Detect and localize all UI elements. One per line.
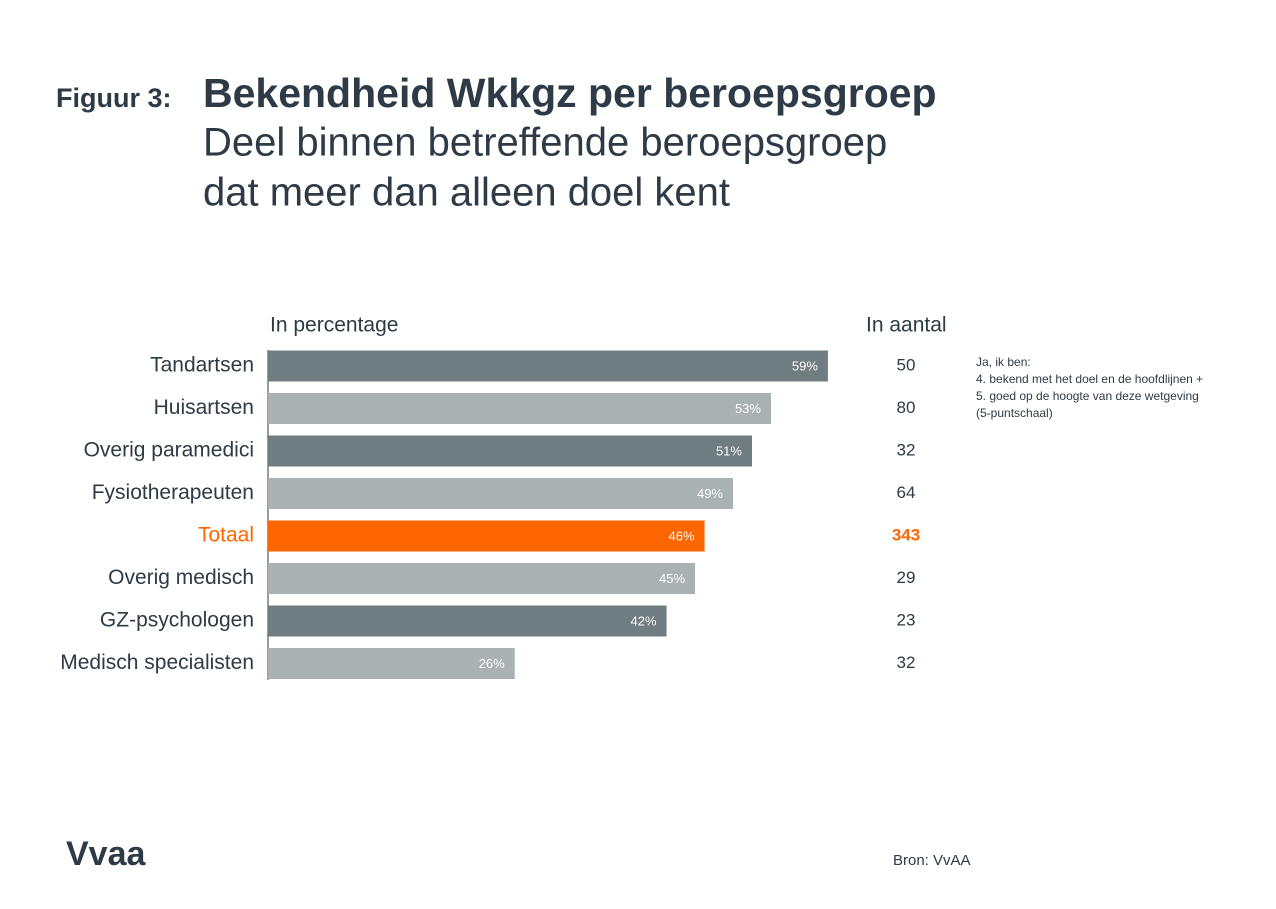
count-label: 29 (897, 568, 916, 587)
note-line: 4. bekend met het doel en de hoofdlijnen… (976, 372, 1203, 386)
count-label: 32 (897, 440, 916, 459)
category-label: Fysiotherapeuten (92, 481, 254, 504)
value-label: 49% (697, 486, 723, 501)
category-label: Totaal (198, 524, 254, 547)
value-label: 46% (669, 528, 695, 543)
category-label: GZ-psychologen (100, 609, 254, 632)
category-label: Tandartsen (150, 354, 254, 377)
value-header: In percentage (270, 314, 398, 337)
value-label: 59% (792, 358, 818, 373)
category-label: Medisch specialisten (60, 651, 254, 674)
count-header: In aantal (866, 314, 947, 337)
figure-label: Figuur 3: (56, 83, 172, 113)
count-label: 343 (892, 525, 920, 544)
value-label: 42% (631, 613, 657, 628)
bar (268, 520, 705, 552)
count-label: 23 (897, 610, 916, 629)
bar (268, 563, 696, 594)
logo: Vvaa (66, 835, 146, 873)
subtitle-line: dat meer dan alleen doel kent (203, 171, 730, 215)
value-label: 45% (659, 571, 685, 586)
count-label: 32 (897, 653, 916, 672)
value-label: 53% (735, 401, 761, 416)
value-label: 51% (716, 443, 742, 458)
bar (268, 435, 752, 467)
category-label: Huisartsen (154, 396, 254, 419)
source: Bron: VvAA (893, 852, 971, 869)
note-line: Ja, ik ben: (976, 355, 1031, 369)
note-line: 5. goed op de hoogte van deze wetgeving (976, 389, 1199, 403)
bar (268, 350, 828, 382)
category-label: Overig medisch (108, 566, 254, 589)
subtitle-line: Deel binnen betreffende beroepsgroep (203, 121, 887, 165)
bar (268, 393, 771, 424)
bar (268, 605, 667, 637)
bar (268, 648, 515, 679)
value-label: 26% (479, 656, 505, 671)
chart-title: Bekendheid Wkkgz per beroepsgroep (203, 70, 937, 116)
note-line: (5-puntschaal) (976, 406, 1053, 420)
category-label: Overig paramedici (84, 439, 254, 462)
count-label: 64 (897, 483, 916, 502)
count-label: 80 (897, 398, 916, 417)
bar (268, 478, 734, 509)
count-label: 50 (897, 355, 916, 374)
